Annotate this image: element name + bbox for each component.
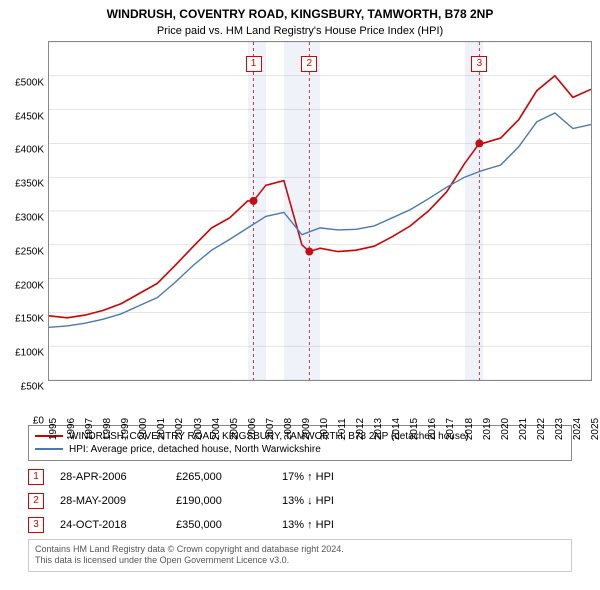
x-tick-label: 2022 — [536, 418, 547, 440]
y-tick-label: £500K — [15, 77, 44, 88]
x-tick-label: 2017 — [445, 418, 456, 440]
sale-marker-badge: 1 — [246, 56, 262, 72]
x-tick-label: 2016 — [427, 418, 438, 440]
y-tick-label: £200K — [15, 280, 44, 291]
x-tick-label: 2013 — [373, 418, 384, 440]
y-tick-label: £50K — [21, 381, 44, 392]
x-tick-label: 2002 — [174, 418, 185, 440]
y-tick-label: £100K — [15, 348, 44, 359]
y-tick-label: £450K — [15, 111, 44, 122]
series-hpi — [49, 113, 591, 327]
x-tick-label: 2025 — [590, 418, 600, 440]
x-tick-label: 1997 — [84, 418, 95, 440]
x-tick-label: 2023 — [554, 418, 565, 440]
highlight-band — [284, 42, 320, 380]
x-axis: 1995199619971998199920002001200220032004… — [48, 425, 592, 465]
sale-event-price: £265,000 — [176, 471, 266, 483]
chart-svg — [49, 42, 591, 380]
x-tick-label: 2020 — [500, 418, 511, 440]
x-tick-label: 2009 — [301, 418, 312, 440]
sale-event-date: 28-APR-2006 — [60, 471, 160, 483]
chart-container: WINDRUSH, COVENTRY ROAD, KINGSBURY, TAMW… — [0, 0, 600, 590]
x-tick-label: 2007 — [265, 418, 276, 440]
x-tick-label: 2024 — [572, 418, 583, 440]
y-axis: £0 £50K £100K £150K £200K £250K £300K £350K £400… — [0, 83, 46, 423]
y-tick-label: £150K — [15, 314, 44, 325]
x-tick-label: 2008 — [283, 418, 294, 440]
x-tick-label: 1995 — [48, 418, 59, 440]
x-tick-label: 2003 — [193, 418, 204, 440]
x-tick-label: 2004 — [211, 418, 222, 440]
sale-event-date: 28-MAY-2009 — [60, 495, 160, 507]
footer-line: This data is licensed under the Open Gov… — [35, 555, 565, 567]
sale-event-row: 2 28-MAY-2009 £190,000 13% ↓ HPI — [28, 489, 572, 513]
x-tick-label: 2001 — [156, 418, 167, 440]
x-tick-label: 2005 — [229, 418, 240, 440]
sale-event-diff: 13% ↑ HPI — [282, 519, 334, 531]
y-tick-label: £350K — [15, 179, 44, 190]
y-tick-label: £300K — [15, 212, 44, 223]
attribution-footer: Contains HM Land Registry data © Crown c… — [28, 539, 572, 572]
chart-wrap: £0£50K£100K£150K£200K£250K£300K£350K£400… — [0, 41, 600, 381]
sale-event-price: £350,000 — [176, 519, 266, 531]
x-tick-label: 2019 — [482, 418, 493, 440]
highlight-band — [248, 42, 266, 380]
x-tick-label: 2011 — [337, 418, 348, 440]
x-tick-label: 2018 — [464, 418, 475, 440]
sale-marker-badge: 3 — [471, 56, 487, 72]
sale-marker-badge: 2 — [301, 56, 317, 72]
chart-subtitle: Price paid vs. HM Land Registry's House … — [0, 23, 600, 41]
sale-event-price: £190,000 — [176, 495, 266, 507]
x-tick-label: 1999 — [120, 418, 131, 440]
x-tick-label: 2010 — [319, 418, 330, 440]
sale-event-diff: 13% ↓ HPI — [282, 495, 334, 507]
x-tick-label: 2006 — [247, 418, 258, 440]
y-tick-label: £400K — [15, 145, 44, 156]
sale-event-diff: 17% ↑ HPI — [282, 471, 334, 483]
x-tick-label: 2014 — [391, 418, 402, 440]
sale-event-row: 1 28-APR-2006 £265,000 17% ↑ HPI — [28, 465, 572, 489]
x-tick-label: 2012 — [355, 418, 366, 440]
y-tick-label: £0 — [33, 415, 44, 426]
x-tick-label: 2015 — [409, 418, 420, 440]
highlight-band — [465, 42, 483, 380]
sale-event-badge: 3 — [28, 517, 44, 533]
sale-event-date: 24-OCT-2018 — [60, 519, 160, 531]
x-tick-label: 2000 — [138, 418, 149, 440]
x-tick-label: 1998 — [102, 418, 113, 440]
sale-event-badge: 1 — [28, 469, 44, 485]
events-list: 1 28-APR-2006 £265,000 17% ↑ HPI 2 28-MAY-200… — [28, 465, 572, 537]
y-tick-label: £250K — [15, 246, 44, 257]
sale-event-badge: 2 — [28, 493, 44, 509]
chart-title: WINDRUSH, COVENTRY ROAD, KINGSBURY, TAMW… — [0, 0, 600, 23]
series-property — [49, 76, 591, 318]
plot-area: 1 2 3 — [48, 41, 592, 381]
x-tick-label: 2021 — [518, 418, 529, 440]
sale-event-row: 3 24-OCT-2018 £350,000 13% ↑ HPI — [28, 513, 572, 537]
x-tick-label: 1996 — [66, 418, 77, 440]
footer-line: Contains HM Land Registry data © Crown c… — [35, 544, 565, 556]
